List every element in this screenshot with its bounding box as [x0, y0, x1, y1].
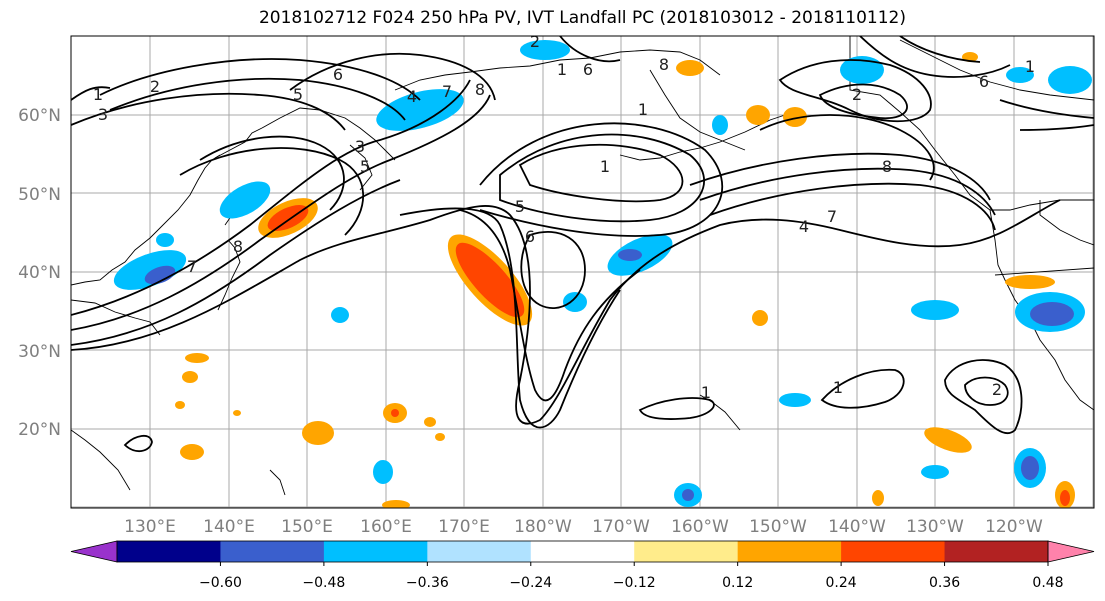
- contour-label: 8: [475, 80, 485, 99]
- lon-label: 140°E: [203, 517, 255, 537]
- lon-label: 170°E: [438, 517, 490, 537]
- lon-label: 170°W: [592, 517, 650, 537]
- colorbar-tick-label: 0.24: [826, 575, 857, 591]
- colorbar-swatch: [117, 541, 221, 562]
- contour-label: 1: [1025, 57, 1035, 76]
- colorbar-swatch: [323, 541, 428, 562]
- lon-label: 180°W: [514, 517, 572, 537]
- contour-label: 7: [187, 257, 197, 276]
- lon-label: 130°E: [124, 517, 176, 537]
- colorbar-swatch: [944, 541, 1049, 562]
- contour-label: 7: [442, 82, 452, 101]
- colorbar-extend-low: [70, 540, 118, 563]
- contour-label: 2: [150, 77, 160, 96]
- colorbar-swatch: [530, 541, 635, 562]
- contour-label: 5: [360, 157, 370, 176]
- colorbar: [70, 540, 1095, 563]
- contour-label: 5: [515, 197, 525, 216]
- contour-label: 1: [600, 157, 610, 176]
- contour-label: 7: [827, 207, 837, 226]
- contour-label: 4: [799, 217, 809, 236]
- contour-label: 1: [638, 100, 648, 119]
- contour-label: 8: [882, 157, 892, 176]
- lon-label: 160°E: [360, 517, 412, 537]
- colorbar-extend-high: [1047, 540, 1095, 563]
- contour-label: 1: [93, 85, 103, 104]
- colorbar-tick-label: −0.60: [199, 575, 242, 591]
- contour-label: 2: [530, 32, 540, 51]
- colorbar-swatch: [427, 541, 532, 562]
- colorbar-tick-label: −0.12: [613, 575, 656, 591]
- latitude-labels: 60°N 50°N 40°N 30°N 20°N: [18, 106, 61, 440]
- colorbar-tick-label: −0.36: [406, 575, 449, 591]
- contour-label: 8: [659, 55, 669, 74]
- contour-label: 6: [333, 65, 343, 84]
- map-title: 2018102712 F024 250 hPa PV, IVT Landfall…: [258, 8, 906, 28]
- pv-shading: [113, 40, 1092, 508]
- contour-label: 1: [557, 60, 567, 79]
- contour-label: 8: [233, 237, 243, 256]
- contour-label: 1: [833, 378, 843, 397]
- colorbar-swatch: [841, 541, 946, 562]
- contour-label: 4: [407, 87, 417, 106]
- contour-label: 2: [992, 380, 1002, 399]
- contour-label: 6: [583, 60, 593, 79]
- colorbar-tick-label: −0.24: [509, 575, 552, 591]
- colorbar-swatch: [737, 541, 842, 562]
- colorbar-tick-label: 0.36: [929, 575, 960, 591]
- contour-label: 5: [293, 85, 303, 104]
- colorbar-tick-label: 0.48: [1032, 575, 1063, 591]
- lon-label: 150°E: [281, 517, 333, 537]
- lon-label: 150°W: [749, 517, 807, 537]
- lat-label-60n: 60°N: [18, 106, 61, 126]
- lon-label: 120°W: [985, 517, 1043, 537]
- longitude-labels: 130°E 140°E 150°E 160°E 170°E 180°W 170°…: [124, 517, 1043, 537]
- contour-label: 3: [98, 105, 108, 124]
- lon-label: 140°W: [828, 517, 886, 537]
- colorbar-swatch: [634, 541, 739, 562]
- contour-label: 6: [525, 227, 535, 246]
- colorbar-border: [116, 540, 1049, 563]
- colorbar-swatch: [220, 541, 325, 562]
- coastlines: [71, 36, 1094, 496]
- lat-label-50n: 50°N: [18, 185, 61, 205]
- lon-label: 160°W: [671, 517, 729, 537]
- map-frame: [70, 35, 1095, 509]
- colorbar-tick-labels: −0.60 −0.48 −0.36 −0.24 −0.12 0.12 0.24 0.36 0.4…: [199, 562, 1064, 591]
- colorbar-tick-label: −0.48: [302, 575, 345, 591]
- contour-label: 1: [701, 383, 711, 402]
- contour-label: 3: [355, 137, 365, 156]
- colorbar-tick-label: 0.12: [722, 575, 753, 591]
- lon-label: 130°W: [906, 517, 964, 537]
- lat-label-30n: 30°N: [18, 342, 61, 362]
- lat-label-40n: 40°N: [18, 263, 61, 283]
- contour-label: 6: [979, 72, 989, 91]
- contour-label: 2: [852, 85, 862, 104]
- ivt-contours: [71, 36, 1094, 452]
- lat-label-20n: 20°N: [18, 420, 61, 440]
